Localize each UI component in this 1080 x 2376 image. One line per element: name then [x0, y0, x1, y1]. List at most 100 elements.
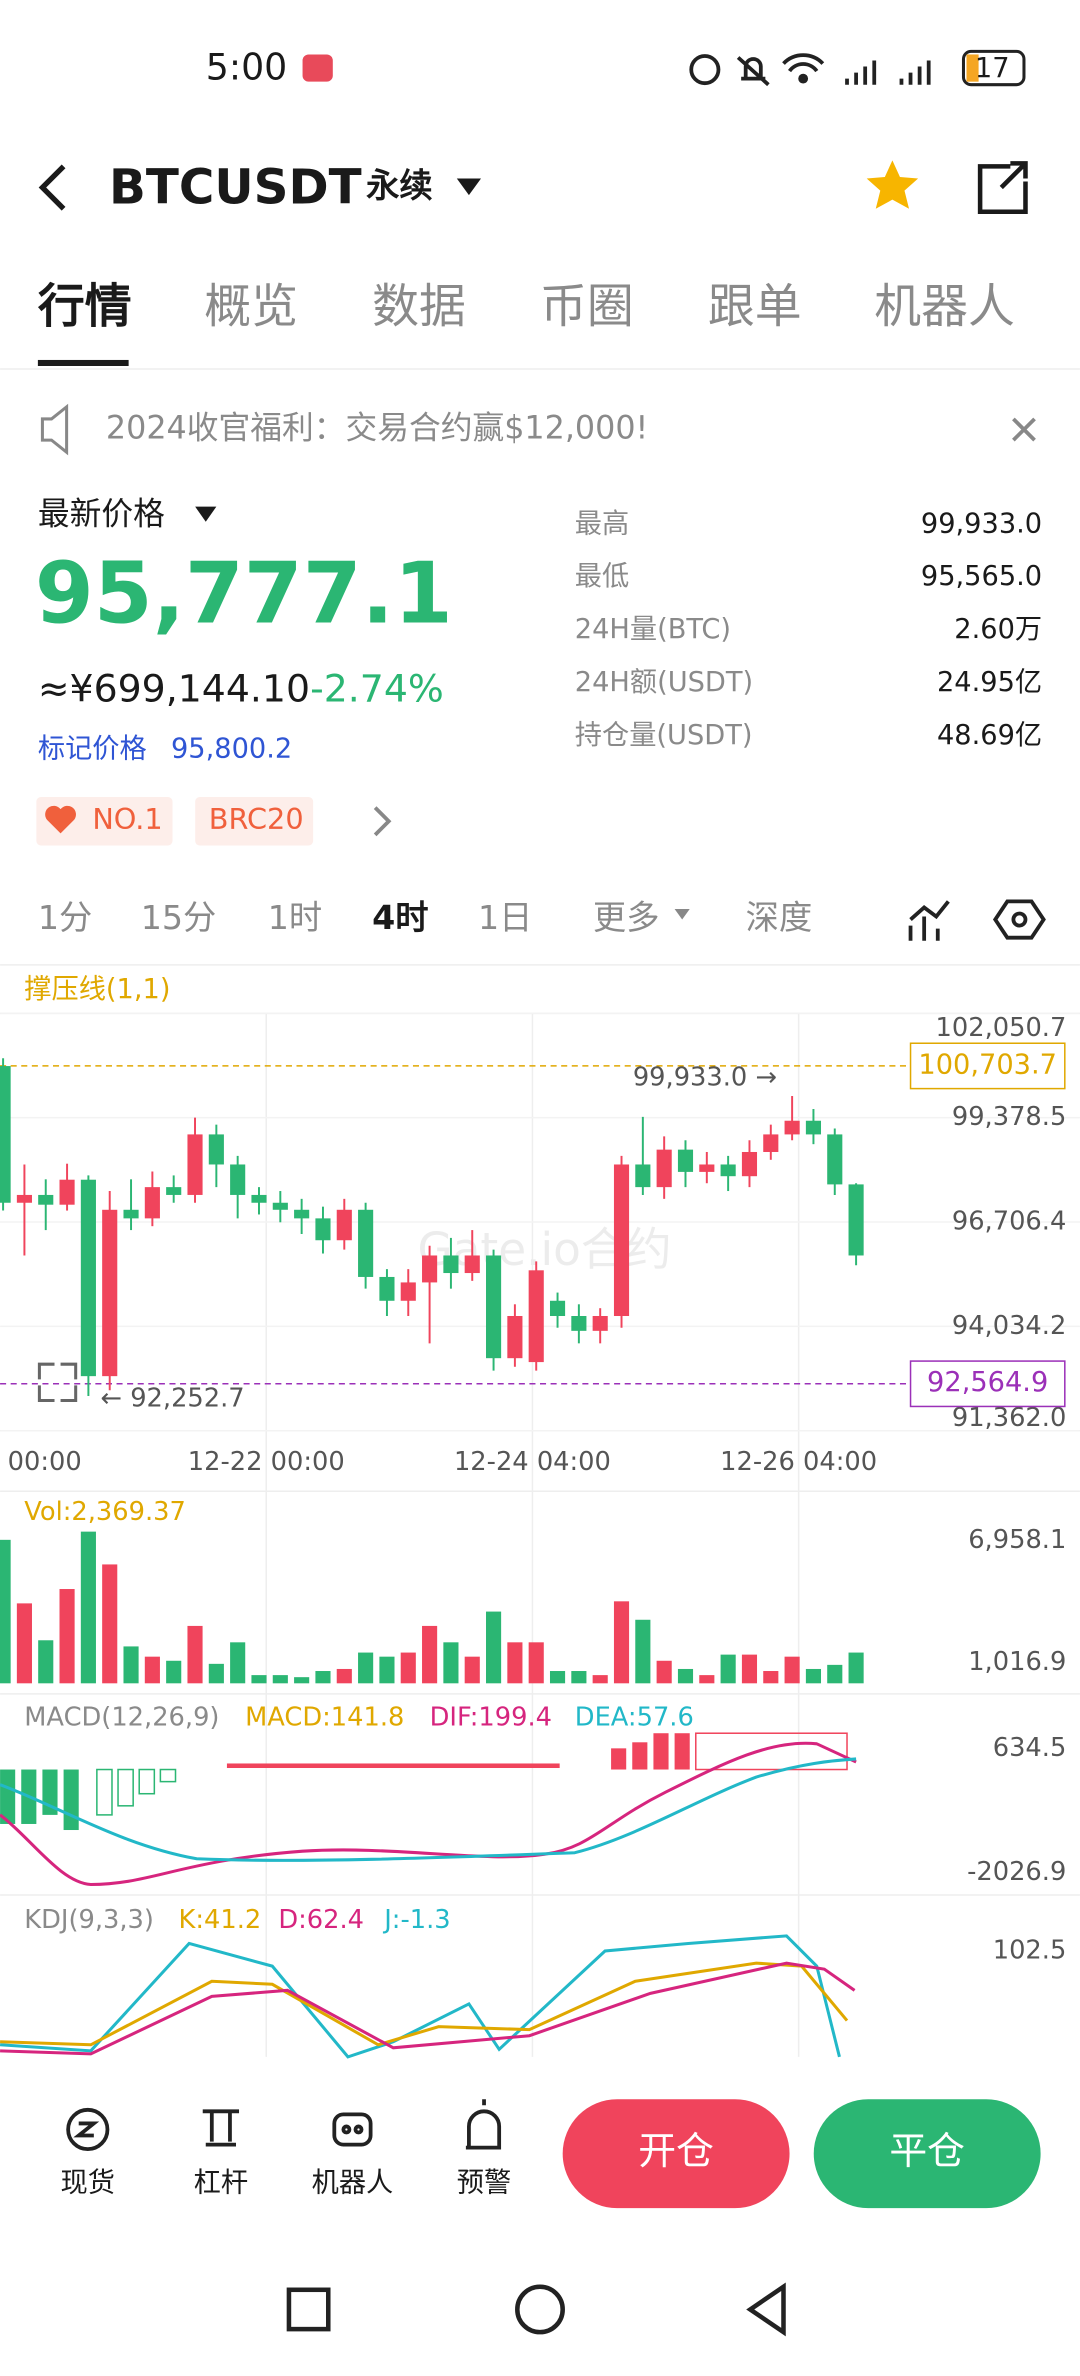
high-marker: 99,933.0 → [633, 1062, 777, 1092]
stat-label: 持仓量(USDT) [575, 720, 753, 751]
j-line [0, 1934, 841, 2059]
volume-bar [613, 1601, 630, 1684]
open-button-text[interactable]: 开仓 [638, 2129, 714, 2173]
candle-body [358, 1209, 374, 1277]
close-button[interactable] [813, 2099, 1041, 2209]
interval[interactable]: 深度 [746, 898, 813, 937]
stat-label: 最高 [575, 508, 629, 539]
volume-bar [827, 1664, 843, 1684]
contract-type[interactable]: 永续 [366, 166, 433, 205]
tab[interactable]: 币圈 [540, 280, 634, 335]
interval[interactable]: 4时 [372, 898, 428, 937]
volume-bar [336, 1668, 352, 1684]
volume-bar [400, 1652, 416, 1684]
tag[interactable] [195, 797, 314, 846]
price-label[interactable]: 最新价格 [38, 497, 165, 533]
x-tick-label: 00:00 [8, 1447, 82, 1477]
tab[interactable]: 行情 [38, 280, 132, 335]
tab[interactable]: 机器人 [874, 280, 1015, 335]
nav-item[interactable]: 预警 [457, 2167, 511, 2198]
x-tick-label: 12-24 04:00 [454, 1447, 611, 1477]
resistance-box [909, 1042, 1066, 1090]
macd-histogram [0, 1732, 848, 1831]
volume-bar [805, 1668, 822, 1684]
volume-bar [294, 1677, 310, 1684]
tab[interactable]: 跟单 [708, 280, 802, 335]
low-marker: ← 92,252.7 [100, 1383, 244, 1413]
expand-icon[interactable] [37, 1362, 78, 1403]
status-icons [689, 53, 931, 87]
candle-body [59, 1179, 75, 1205]
price-dropdown[interactable] [195, 506, 217, 522]
back-button[interactable] [38, 164, 66, 211]
volume-bar [848, 1652, 864, 1684]
candle-body [0, 1066, 11, 1203]
stat-label: 最低 [575, 561, 629, 592]
candle-body [635, 1164, 651, 1188]
indicator-icon[interactable] [908, 900, 950, 941]
volume-bar [59, 1589, 75, 1684]
more-tags[interactable] [373, 806, 392, 837]
volume-bar [656, 1660, 672, 1684]
clock: 5:00 [206, 46, 287, 89]
resistance-label: 100,703.7 [918, 1049, 1057, 1080]
candle-body [16, 1194, 32, 1203]
interval[interactable]: 1时 [268, 898, 322, 937]
dif-value: DIF:199.4 [430, 1703, 552, 1733]
interval[interactable]: 1分 [38, 898, 92, 937]
candle-body [805, 1120, 822, 1135]
change: -2.74% [310, 667, 444, 711]
candle-body [720, 1164, 736, 1177]
kdj-top: 102.5 [993, 1936, 1067, 1966]
tag-text[interactable]: NO.1 [92, 802, 162, 836]
close-banner[interactable] [1012, 417, 1036, 442]
more-arrow [674, 908, 690, 920]
volume-bar [784, 1656, 800, 1684]
interval[interactable]: 1日 [478, 898, 532, 937]
dropdown-arrow[interactable] [456, 178, 482, 196]
mark-label: 标记价格 [38, 734, 147, 765]
candle-body [294, 1209, 310, 1219]
interval[interactable]: 更多 [593, 898, 660, 937]
tab-indicator [37, 359, 129, 367]
candle-body [336, 1209, 352, 1241]
volume-bar [677, 1668, 694, 1684]
candle-body [80, 1179, 96, 1377]
banner[interactable]: 2024收官福利：交易合约赢$12,000! [106, 411, 648, 447]
share-button[interactable] [977, 161, 1028, 215]
candle-body [315, 1218, 331, 1241]
symbol[interactable]: BTCUSDT [109, 160, 362, 216]
candle-body [656, 1149, 672, 1188]
candle-body [613, 1164, 630, 1317]
nav-item[interactable]: 机器人 [312, 2167, 394, 2198]
close-button-text[interactable]: 平仓 [889, 2129, 965, 2173]
candle-body [379, 1276, 395, 1301]
watermark: Gate.io合约 [417, 1223, 671, 1276]
kdj-k: K:41.2 [179, 1905, 262, 1935]
interval[interactable]: 15分 [141, 898, 217, 937]
volume-bar [38, 1640, 54, 1684]
candle-body [272, 1202, 288, 1210]
support-label: 92,564.9 [927, 1367, 1048, 1398]
macd-label: MACD(12,26,9) [24, 1703, 219, 1733]
settings-icon[interactable] [992, 899, 1046, 940]
open-button[interactable] [562, 2099, 790, 2209]
volume-bar [144, 1656, 160, 1684]
favorite-star[interactable] [866, 160, 919, 209]
nav-item[interactable]: 现货 [61, 2167, 115, 2198]
tab[interactable]: 数据 [372, 280, 466, 335]
tab[interactable]: 概览 [204, 280, 298, 335]
nav-item[interactable]: 杠杆 [194, 2167, 248, 2198]
stat-value: 99,933.0 [921, 508, 1042, 539]
indicator-label: 撑压线(1,1) [24, 974, 170, 1005]
candle-body [443, 1255, 459, 1274]
candle-body [592, 1316, 608, 1331]
system-nav[interactable] [286, 2282, 786, 2337]
candle-body [571, 1316, 587, 1331]
last-price: 95,777.1 [35, 543, 453, 642]
volume-bar [763, 1671, 779, 1684]
dea-line [0, 1757, 857, 1862]
tag-text[interactable]: BRC20 [209, 802, 304, 836]
macd-bottom: -2026.9 [967, 1857, 1066, 1887]
volume-label: Vol:2,369.37 [24, 1497, 186, 1527]
